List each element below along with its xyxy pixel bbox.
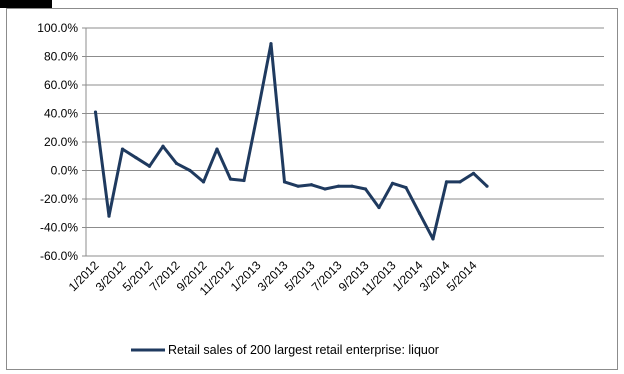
series-line-liquor	[94, 42, 489, 241]
data-point	[323, 187, 327, 191]
chart-area	[6, 8, 618, 370]
y-tick-label: -40.0%	[40, 221, 78, 235]
y-tick-label: 80.0%	[44, 50, 78, 64]
data-point	[296, 184, 300, 188]
y-axis-ticks: -60.0% -40.0% -20.0% 0.0% 20.0% 40.0% 60.0% 80.…	[37, 21, 86, 263]
x-axis-ticks: 1/20123/20125/20127/20129/201211/20121/2…	[66, 258, 480, 298]
data-point	[93, 110, 98, 114]
data-point	[282, 180, 287, 184]
data-point	[417, 211, 422, 215]
y-tick-label: 60.0%	[44, 78, 78, 92]
data-point	[269, 42, 273, 46]
data-point	[188, 168, 192, 173]
data-point	[431, 237, 435, 241]
data-point	[350, 184, 354, 188]
data-point	[201, 180, 206, 184]
y-tick-label: 20.0%	[44, 135, 78, 149]
data-point	[485, 184, 489, 188]
data-point	[390, 181, 395, 185]
data-point	[336, 184, 341, 188]
y-tick-label: -60.0%	[40, 249, 78, 263]
data-point	[174, 161, 179, 165]
data-point	[309, 183, 314, 187]
data-point	[107, 214, 111, 218]
data-point	[120, 147, 125, 151]
legend: Retail sales of 200 largest retail enter…	[131, 343, 439, 357]
y-tick-label: 100.0%	[37, 21, 78, 35]
data-point	[471, 171, 476, 175]
data-point	[242, 178, 246, 183]
data-point	[134, 156, 138, 160]
y-tick-label: 40.0%	[44, 107, 78, 121]
y-tick-label: 0.0%	[51, 164, 79, 178]
data-point	[228, 177, 233, 181]
legend-entry-liquor: Retail sales of 200 largest retail enter…	[168, 343, 439, 357]
data-point	[147, 164, 152, 168]
data-point	[444, 180, 449, 184]
data-point	[215, 147, 219, 151]
top-edge-artifact	[0, 0, 52, 8]
data-point	[458, 180, 462, 184]
series-points	[93, 42, 489, 241]
data-point	[377, 205, 381, 210]
data-point	[363, 187, 368, 191]
data-point	[255, 111, 260, 116]
x-tick-label: 5/2014	[444, 258, 480, 294]
data-point	[404, 186, 408, 190]
gridlines	[86, 27, 604, 257]
data-point	[161, 144, 165, 148]
y-tick-label: -20.0%	[40, 192, 78, 206]
